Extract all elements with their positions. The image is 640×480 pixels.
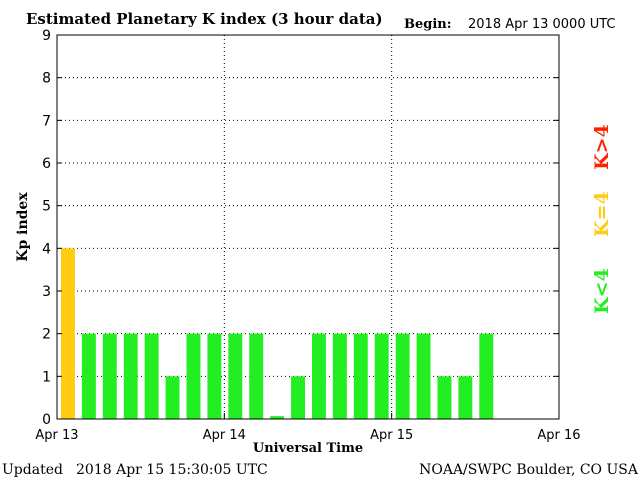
kp-bar [144,333,159,419]
kp-bar [332,333,347,419]
kp-bar [353,333,368,419]
kp-bar [186,333,201,419]
kp-bar [395,333,410,419]
x-tick-label: Apr 16 [537,428,580,443]
kp-bar [81,333,96,419]
x-axis-ticks: Apr 13 Apr 14 Apr 15 Apr 16 [35,413,581,443]
kp-bar [207,333,222,419]
kp-bar [270,416,285,419]
x-tick-label: Apr 15 [370,428,413,443]
legend-entry: K>4 [591,124,613,170]
chart-title: Estimated Planetary K index (3 hour data… [26,10,383,28]
legend-entry: K=4 [591,191,613,237]
y-axis-label: Kp index [15,192,31,262]
kp-bar [312,333,326,419]
legend-entry: K<4 [591,268,613,314]
y-tick-label: 4 [42,241,51,257]
begin-label: Begin: [404,17,452,32]
y-tick-label: 7 [42,113,51,129]
kp-bar [123,333,138,419]
kp-bar [165,376,180,419]
y-tick-label: 9 [42,28,51,44]
x-tick-label: Apr 14 [203,428,246,443]
y-tick-label: 3 [42,284,51,300]
y-tick-label: 8 [42,71,51,87]
source-credit: NOAA/SWPC Boulder, CO USA [419,462,639,478]
kp-bar [479,333,494,419]
updated-value: 2018 Apr 15 15:30:05 UTC [76,462,268,478]
plot-frame [56,34,560,420]
kp-bar [61,248,75,419]
y-tick-label: 0 [42,412,51,428]
grid-lines [57,34,559,419]
kp-bar [416,333,431,419]
kp-bar [291,376,305,419]
kp-bar [437,376,452,419]
updated-label: Updated [2,462,63,478]
kp-bar [102,333,117,419]
begin-value: 2018 Apr 13 0000 UTC [468,17,616,32]
kp-bar [458,376,473,419]
x-axis-label: Universal Time [253,441,363,456]
y-tick-label: 5 [42,199,51,215]
kp-bar [228,333,243,419]
kp-bar [374,333,389,419]
legend: K<4 K=4 K>4 [591,124,613,314]
y-tick-label: 6 [42,156,51,172]
y-tick-label: 1 [42,369,51,385]
bars-group [61,248,494,419]
kp-bar [249,333,264,419]
x-tick-label: Apr 13 [35,428,78,443]
y-axis-ticks: 0 1 2 3 4 5 6 7 8 9 [42,28,559,428]
y-tick-label: 2 [42,327,51,343]
